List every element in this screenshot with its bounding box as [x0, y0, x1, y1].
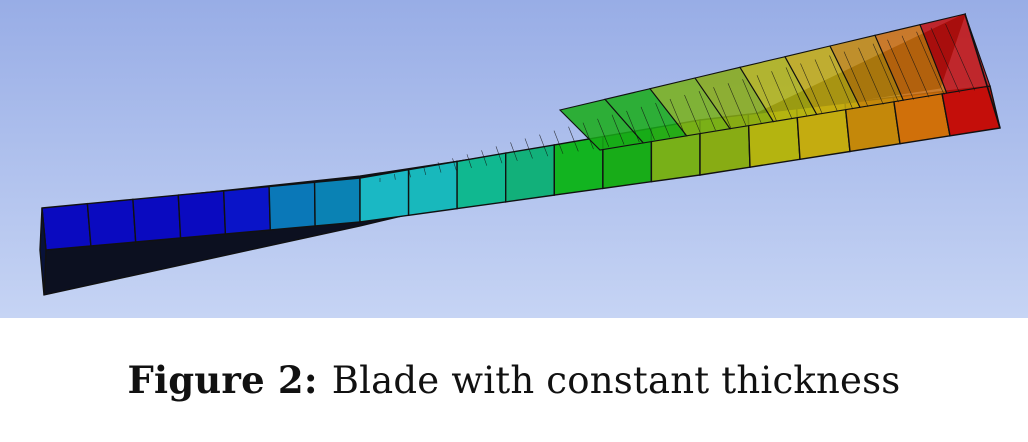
mesh-line [698, 90, 716, 131]
mesh-line [945, 23, 976, 91]
figure-caption: Figure 2: Blade with constant thickness [0, 358, 1028, 402]
mesh-line [466, 154, 472, 168]
mesh-line [843, 51, 869, 107]
mesh-line [640, 106, 655, 140]
mesh-line [568, 126, 579, 152]
blade-figure [0, 0, 1028, 318]
mesh-line [495, 146, 503, 164]
mesh-line [539, 134, 549, 157]
blade-element [268, 181, 316, 231]
blade-element [407, 160, 458, 217]
mesh-line [582, 122, 594, 150]
mesh-line [887, 39, 915, 100]
blade-element [456, 152, 507, 210]
mesh-line [423, 166, 427, 175]
blade-root-face [39, 207, 47, 296]
mesh-line [930, 27, 960, 93]
mesh-line [901, 35, 930, 98]
mesh-line [437, 162, 442, 173]
mesh-line [771, 71, 793, 119]
blade-mesh [39, 12, 1001, 296]
mesh-line [742, 79, 762, 124]
mesh-line [611, 114, 625, 145]
mesh-line [727, 83, 747, 126]
mesh-line [684, 94, 701, 133]
mesh-line [394, 174, 396, 180]
mesh-line [553, 130, 564, 154]
mesh-line [785, 67, 808, 117]
mesh-line [524, 138, 533, 159]
mesh-line [408, 170, 411, 178]
caption-label: Figure 2: [127, 358, 318, 402]
blade-element [222, 185, 272, 235]
caption-text: Blade with constant thickness [331, 359, 901, 402]
blade-element [940, 85, 1001, 137]
mesh-line [858, 47, 884, 105]
mesh-line [800, 63, 823, 115]
mesh-line [814, 59, 838, 112]
mesh-line [872, 43, 899, 103]
blade-upper-element [919, 13, 991, 94]
mesh-line [756, 75, 777, 122]
blade-tip-edge [964, 13, 1001, 129]
mesh-line [452, 158, 457, 171]
mesh-line [669, 98, 686, 136]
blade-element [86, 198, 137, 247]
blade-element [41, 202, 92, 251]
mesh-line [713, 87, 732, 129]
mesh-line [916, 31, 945, 96]
blade-element [313, 177, 361, 227]
mesh-line [655, 102, 671, 138]
mesh-line [597, 118, 610, 147]
blade-element [359, 168, 410, 223]
mesh-line [510, 142, 518, 161]
blade-element [132, 194, 182, 243]
mesh-line [829, 55, 854, 110]
mesh-line [481, 150, 488, 166]
mesh-line [626, 110, 640, 143]
blade-element [177, 190, 227, 239]
